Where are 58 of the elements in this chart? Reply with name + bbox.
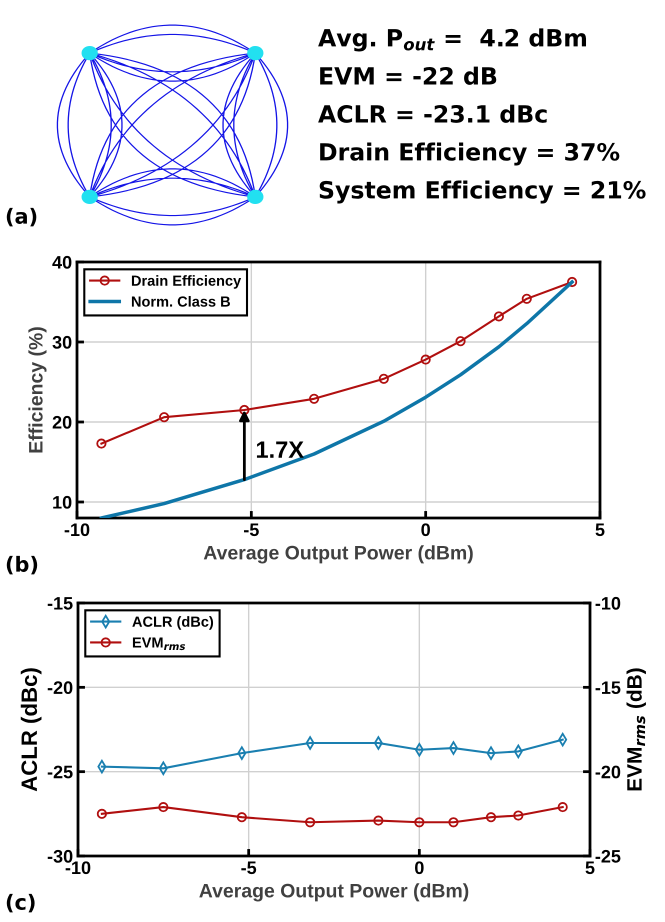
legend-label: EVM$_{rms}$: [132, 638, 186, 650]
x-tick-label: 5: [596, 524, 605, 536]
point: [522, 294, 532, 304]
text: ACLR = -23.1 dBc: [318, 104, 547, 123]
text: System Efficiency = 21%: [320, 180, 646, 204]
y-axis-title: Efficiency (%): [28, 327, 46, 452]
y-tick-label: 40: [52, 256, 72, 269]
annotation: 1.7X: [256, 442, 304, 458]
point: [378, 374, 389, 384]
point: [455, 336, 466, 346]
point: [96, 438, 106, 449]
y-tick-label: 10: [53, 496, 72, 509]
y2-tick-label: -10: [596, 596, 620, 610]
text: (c): [6, 894, 35, 912]
x-tick-label: -10: [66, 861, 90, 874]
x-axis-title: Average Output Power (dBm): [204, 545, 473, 564]
point: [96, 808, 107, 819]
x-tick-label: -5: [241, 862, 256, 874]
point: [448, 817, 459, 828]
y2-axis-title: EVM$_{rms}$ (dB): [626, 668, 646, 790]
point: [420, 354, 431, 365]
point: [494, 311, 504, 322]
x-tick-label: 0: [421, 523, 430, 536]
x-tick-label: -5: [244, 524, 259, 536]
y-tick-label: -25: [48, 766, 73, 778]
y-axis-title: ACLR (dBc): [20, 668, 42, 792]
y-tick-label: -20: [48, 681, 72, 694]
x-tick-label: 0: [415, 861, 424, 874]
point: [414, 817, 424, 828]
point: [305, 817, 316, 828]
point: [239, 404, 250, 416]
text: (a): [6, 208, 36, 226]
point: [486, 812, 496, 822]
point: [558, 802, 568, 812]
point: [236, 812, 247, 822]
point: [309, 394, 320, 404]
point: [567, 276, 578, 288]
legend-label: Drain Efficiency: [132, 275, 242, 289]
point: [373, 816, 384, 826]
y-tick-label: -15: [48, 597, 73, 610]
y2-tick-label: -15: [596, 681, 620, 694]
text: EVM = -22 dB: [320, 66, 496, 85]
x-tick-label: -10: [64, 523, 90, 536]
text: Drain Efficiency = 37%: [320, 142, 620, 166]
legend-label: Norm. Class B: [132, 296, 230, 307]
point: [158, 802, 168, 812]
x-axis-title: Average Output Power (dBm): [199, 883, 468, 902]
text: Avg. P$_{out}$ = 4.2 dBm: [318, 28, 586, 52]
y-tick-label: -30: [48, 850, 72, 863]
x-tick-label: 5: [586, 862, 595, 874]
point: [159, 412, 170, 422]
y-tick-label: 20: [52, 416, 72, 429]
point: [513, 810, 524, 821]
y-tick-label: 30: [52, 336, 72, 349]
legend-label: ACLR (dBc): [132, 616, 214, 630]
y2-tick-label: -25: [596, 850, 620, 863]
y2-tick-label: -20: [596, 766, 620, 778]
text: (b): [6, 556, 38, 574]
